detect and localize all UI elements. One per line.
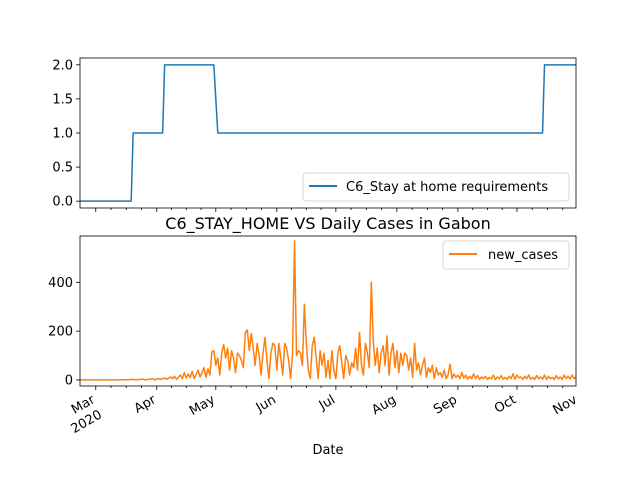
y-tick-label: 400 [48,276,73,291]
y-tick-label: 1.0 [52,127,73,142]
y-tick-label: 1.5 [52,92,73,107]
series-line-c6-stay-at-home-requirements [80,64,576,202]
legend-label-c6-stay-home: C6_Stay at home requirements [346,180,548,195]
x-axis-label: Date [312,443,343,458]
bottom-subplot-title: C6_STAY_HOME VS Daily Cases in Gabon [165,214,490,234]
y-tick-label: 0 [65,373,73,388]
top-legend: C6_Stay at home requirements [302,172,570,202]
bottom-subplot-frame [79,235,577,387]
y-tick-label: 0.0 [52,195,73,210]
y-tick-label: 2.0 [52,58,73,73]
top-subplot: 0.0 0.5 1.0 1.5 2.0 C6_Stay at home requirem… [52,57,577,212]
bottom-legend: new_cases [442,240,570,270]
series-line-new-cases [80,240,577,381]
legend-label-new-cases: new_cases [488,248,558,263]
top-subplot-frame [79,57,577,209]
bottom-legend-box [442,240,570,270]
x-tick-label: Jul [316,392,338,413]
y-tick-label: 0.5 [52,161,73,176]
y-tick-label: 200 [48,325,73,340]
top-legend-box [302,172,570,202]
